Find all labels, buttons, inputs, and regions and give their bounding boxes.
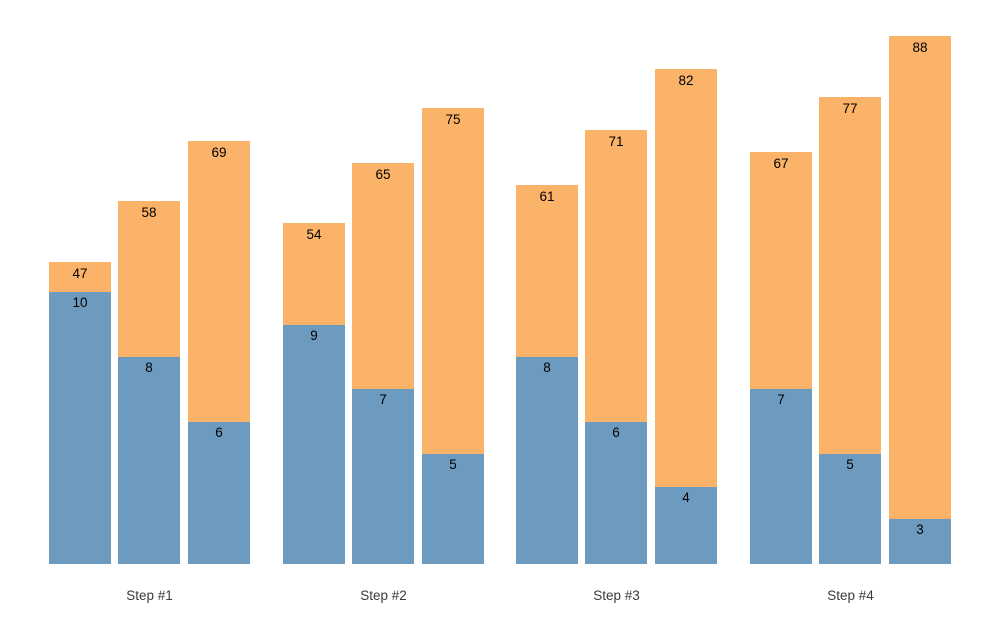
stacked-bar: 65 7 (352, 162, 414, 564)
category-label: Step #3 (593, 588, 640, 603)
stacked-bar: 69 6 (188, 140, 250, 564)
blue-segment: 3 (889, 519, 951, 564)
blue-value-label: 7 (379, 392, 387, 408)
orange-value-label: 61 (539, 188, 555, 204)
category-label: Step #2 (360, 588, 407, 603)
orange-value-label: 54 (306, 227, 322, 242)
stacked-bar: 82 4 (655, 69, 717, 564)
orange-value-label: 82 (678, 73, 694, 88)
orange-value-label: 67 (773, 155, 789, 171)
orange-value-label: 71 (608, 133, 624, 149)
stacked-bar: 71 6 (585, 129, 647, 564)
blue-value-label: 8 (543, 360, 551, 375)
stacked-bar: 58 8 (118, 201, 180, 564)
blue-segment: 7 (750, 389, 812, 564)
blue-segment: 6 (585, 421, 647, 564)
stacked-bar: 61 8 (516, 184, 578, 564)
blue-segment: 6 (188, 421, 250, 564)
blue-value-label: 5 (846, 457, 854, 473)
category-label: Step #4 (827, 588, 874, 603)
orange-value-label: 88 (912, 40, 928, 55)
blue-value-label: 6 (612, 424, 620, 440)
orange-value-label: 69 (211, 144, 227, 160)
blue-segment: 4 (655, 486, 717, 564)
orange-value-label: 75 (445, 111, 461, 127)
orange-value-label: 47 (72, 265, 88, 281)
blue-value-label: 5 (449, 457, 457, 473)
blue-segment: 9 (283, 324, 345, 564)
stacked-bar: 67 7 (750, 151, 812, 564)
blue-segment: 5 (422, 454, 484, 564)
stacked-bar: 47 10 (49, 261, 111, 564)
blue-segment: 8 (118, 357, 180, 564)
stacked-bar: 54 9 (283, 223, 345, 564)
blue-segment: 10 (49, 292, 111, 564)
blue-segment: 7 (352, 389, 414, 564)
blue-value-label: 7 (777, 392, 785, 408)
blue-value-label: 3 (916, 522, 924, 537)
blue-value-label: 8 (145, 360, 153, 375)
orange-value-label: 77 (842, 100, 858, 116)
blue-segment: 8 (516, 357, 578, 564)
blue-value-label: 10 (72, 295, 88, 311)
stacked-bar: 77 5 (819, 96, 881, 564)
category-label: Step #1 (126, 588, 173, 603)
blue-value-label: 6 (215, 424, 223, 440)
orange-value-label: 65 (375, 166, 391, 182)
stacked-bar: 75 5 (422, 107, 484, 564)
orange-value-label: 58 (141, 205, 157, 220)
blue-value-label: 4 (682, 489, 690, 505)
stacked-bar: 88 3 (889, 36, 951, 564)
blue-segment: 5 (819, 454, 881, 564)
blue-value-label: 9 (310, 327, 318, 343)
